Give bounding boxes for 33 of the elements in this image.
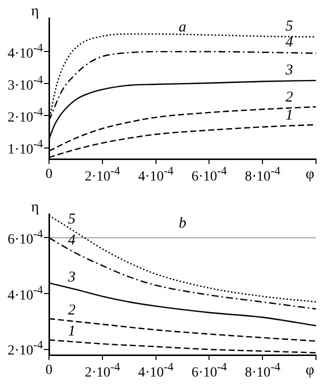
y-tick-label: 3·10$^{-4}$ bbox=[8, 73, 43, 94]
x-tick-label: 2·10$^{-4}$ bbox=[84, 164, 120, 184]
series-label: 1 bbox=[286, 107, 294, 124]
series-label: 4 bbox=[68, 232, 76, 248]
chart-title: a bbox=[178, 20, 186, 36]
x-tick-label: 8·10$^{-4}$ bbox=[244, 164, 280, 184]
x-axis-title: φ bbox=[306, 362, 314, 378]
series-label: 5 bbox=[286, 18, 294, 34]
y-tick-label: 2·10$^{-4}$ bbox=[8, 105, 43, 126]
x-tick-label: 6·10$^{-4}$ bbox=[191, 164, 227, 184]
x-tick-label: 4·10$^{-4}$ bbox=[138, 360, 174, 380]
x-tick-label: 2·10$^{-4}$ bbox=[84, 360, 120, 380]
series-label: 3 bbox=[68, 270, 76, 286]
series-label: 2 bbox=[68, 302, 76, 319]
series-label: 5 bbox=[68, 211, 76, 228]
series-label: 1 bbox=[68, 323, 76, 340]
y-axis-title: η bbox=[31, 200, 39, 216]
series-label: 2 bbox=[286, 90, 294, 106]
series-label: 4 bbox=[286, 34, 294, 50]
y-tick-label: 6·10$^{-4}$ bbox=[8, 227, 43, 248]
series-label: 3 bbox=[286, 62, 294, 78]
x-tick-label: 6·10$^{-4}$ bbox=[191, 360, 227, 380]
x-tick-label: 0 bbox=[46, 167, 52, 182]
x-tick-label: 8·10$^{-4}$ bbox=[244, 360, 280, 380]
x-tick-label: 4·10$^{-4}$ bbox=[138, 164, 174, 184]
y-tick-label: 1·10$^{-4}$ bbox=[8, 137, 43, 158]
y-tick-label: 4·10$^{-4}$ bbox=[8, 283, 43, 303]
y-tick-label: 2·10$^{-4}$ bbox=[8, 339, 43, 359]
chart-title: b bbox=[178, 216, 186, 232]
x-tick-label: 0 bbox=[46, 363, 52, 378]
x-axis-title: φ bbox=[306, 166, 314, 182]
y-axis-title: η bbox=[31, 4, 39, 20]
y-tick-label: 4·10$^{-4}$ bbox=[8, 41, 43, 61]
